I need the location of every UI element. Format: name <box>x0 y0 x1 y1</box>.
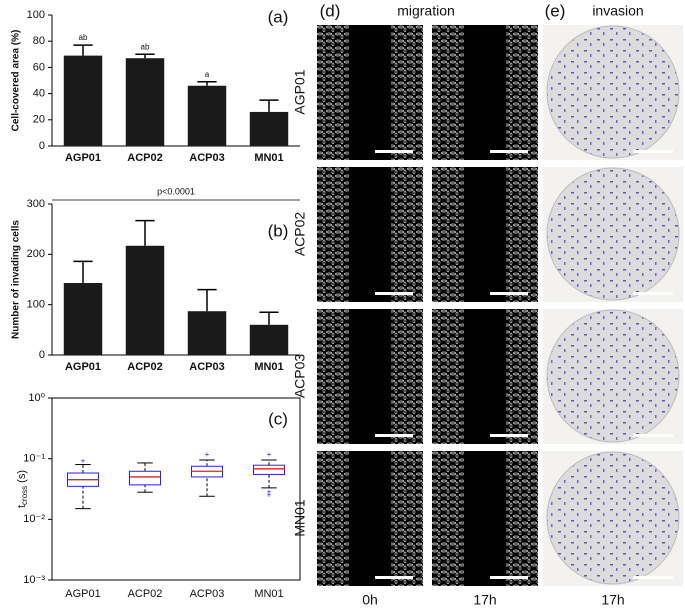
y-tick-label: 20 <box>33 114 45 126</box>
bar-letter: ab <box>79 33 88 42</box>
column-title: invasion <box>592 3 643 19</box>
panel-label: (b) <box>268 221 289 240</box>
annotation: p<0.0001 <box>157 186 195 196</box>
bar <box>249 324 289 355</box>
x-tick-label: MN01 <box>254 361 283 373</box>
y-tick-label: 100 <box>27 299 45 311</box>
panel-label: (c) <box>268 409 288 428</box>
y-tick-label: 10⁻³ <box>23 574 45 586</box>
image <box>542 24 684 161</box>
y-tick-label: 80 <box>33 35 45 47</box>
bar <box>63 283 103 355</box>
bar <box>187 311 227 355</box>
row-label: ACP02 <box>292 212 308 257</box>
y-label: Number of invading cells <box>11 220 22 339</box>
panel-label: (e) <box>545 1 566 20</box>
y-label-part: (s) <box>16 470 28 483</box>
box <box>129 470 161 486</box>
bar-letter: a <box>205 70 210 79</box>
panel-label: (d) <box>320 1 341 20</box>
y-tick-label: 10⁰ <box>28 392 45 404</box>
y-tick-label: 60 <box>33 61 45 73</box>
y-tick-label: 200 <box>27 248 45 260</box>
x-tick-label: MN01 <box>254 152 283 164</box>
bar <box>249 111 289 146</box>
x-tick-label: ACP02 <box>128 588 163 600</box>
y-label-part: cross <box>20 486 29 505</box>
x-tick-label: AGP01 <box>65 361 101 373</box>
x-tick-label: AGP01 <box>65 152 101 164</box>
column-label: 0h <box>362 592 378 608</box>
column-label: 17h <box>473 592 496 608</box>
image <box>542 308 684 445</box>
outlier: + <box>267 450 272 459</box>
outlier: + <box>81 457 86 466</box>
bar <box>187 85 227 146</box>
y-tick-label: 0 <box>39 140 45 152</box>
box <box>253 464 285 475</box>
y-tick-label: 10⁻² <box>23 513 45 525</box>
y-tick-label: 0 <box>39 349 45 361</box>
outlier: + <box>267 490 272 499</box>
bar-letter: ab <box>141 42 150 51</box>
x-tick-label: ACP03 <box>189 152 224 164</box>
row-label: ACP03 <box>292 354 308 399</box>
plot-frame <box>51 397 301 581</box>
outlier: + <box>205 450 210 459</box>
y-label: tcross (s) <box>16 470 29 508</box>
image <box>432 451 538 586</box>
y-tick-label: 10⁻¹ <box>23 453 45 465</box>
y-tick-label: 100 <box>27 9 45 21</box>
image <box>317 309 423 444</box>
bar <box>125 245 165 355</box>
y-tick-label: 300 <box>27 198 45 210</box>
image <box>317 167 423 302</box>
y-tick-label: 40 <box>33 88 45 100</box>
image <box>432 167 538 302</box>
image-grid <box>317 24 684 587</box>
x-tick-label: AGP01 <box>65 588 100 600</box>
image <box>542 166 684 303</box>
x-tick-label: ACP02 <box>127 152 162 164</box>
bar <box>63 55 103 146</box>
x-tick-label: ACP03 <box>190 588 225 600</box>
image <box>317 451 423 586</box>
outlier: + <box>267 487 272 496</box>
image <box>317 25 423 160</box>
column-title: migration <box>397 3 455 19</box>
bar <box>125 58 165 147</box>
panel-label: (a) <box>268 7 289 26</box>
image <box>542 450 684 587</box>
row-label: AGP01 <box>292 69 308 114</box>
x-tick-label: ACP03 <box>189 361 224 373</box>
x-tick-label: ACP02 <box>127 361 162 373</box>
x-tick-label: MN01 <box>254 588 283 600</box>
image <box>432 25 538 160</box>
column-label: 17h <box>601 592 624 608</box>
image <box>432 309 538 444</box>
y-label-part: t <box>16 505 28 508</box>
y-label: Cell-covered area (%) <box>11 30 22 132</box>
